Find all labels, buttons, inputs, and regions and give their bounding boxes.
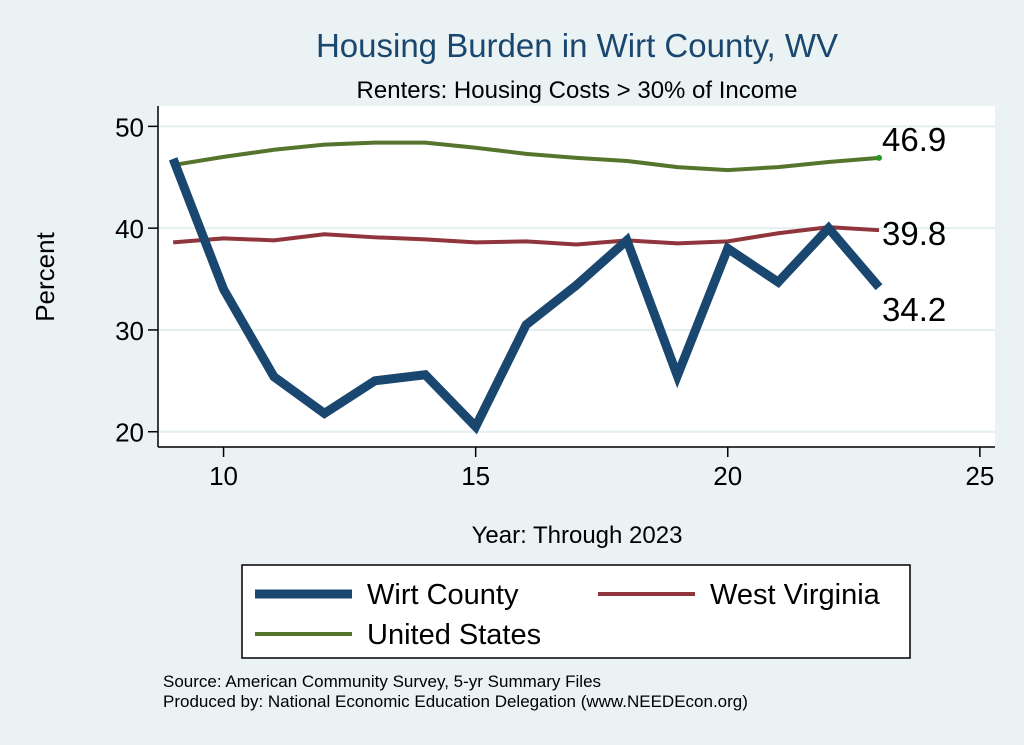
y-tick-label: 20 [115, 418, 144, 448]
series-layer [168, 140, 883, 435]
y-axis-label: Percent [30, 231, 60, 321]
legend: Wirt County West Virginia United States [241, 564, 911, 659]
chart-subtitle: Renters: Housing Costs > 30% of Income [357, 77, 798, 104]
x-tick-label: 15 [461, 461, 490, 491]
chart-title: Housing Burden in Wirt County, WV [316, 27, 838, 64]
legend-label: West Virginia [710, 579, 881, 611]
legend-box [241, 564, 911, 659]
axes: 20 30 40 50 10 15 20 25 [115, 106, 995, 491]
y-tick-label: 30 [115, 316, 144, 346]
x-tick-label: 10 [209, 461, 238, 491]
end-label: 46.9 [882, 121, 946, 158]
x-tick-label: 25 [965, 461, 994, 491]
legend-label: United States [367, 619, 541, 651]
source-note: Source: American Community Survey, 5-yr … [163, 672, 602, 691]
y-tick-label: 40 [115, 214, 144, 244]
end-labels: 34.2 39.8 46.9 [882, 121, 946, 328]
y-tick-label: 50 [115, 112, 144, 142]
us-end-marker [876, 154, 883, 161]
legend-label: Wirt County [367, 579, 519, 611]
x-tick-label: 20 [713, 461, 742, 491]
end-label: 34.2 [882, 291, 946, 328]
producer-note: Produced by: National Economic Education… [163, 692, 748, 711]
x-axis-label: Year: Through 2023 [472, 522, 683, 549]
end-label: 39.8 [882, 215, 946, 252]
